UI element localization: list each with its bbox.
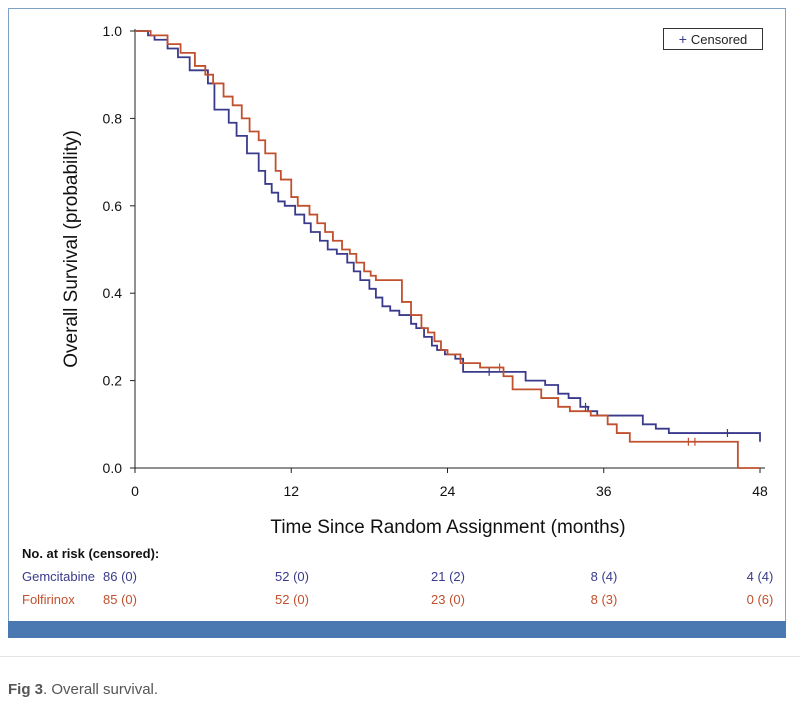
y-axis-label: Overall Survival (probability) [61,130,82,368]
x-tick-label: 0 [131,483,139,499]
risk-row-folfirinox: Folfirinox 85 (0) 52 (0) 23 (0) 8 (3) 0 … [0,592,800,610]
risk-cell: 52 (0) [275,592,309,607]
risk-cell: 8 (4) [590,569,618,584]
risk-cell: 4 (4) [746,569,774,584]
risk-table-title: No. at risk (censored): [22,546,160,561]
km-chart: 0 12 24 36 48 0.0 0.2 0.4 0.6 0.8 1.0 Overall Surv… [61,23,768,538]
caption-separator [0,656,800,657]
figure-label: Fig 3 [8,681,44,698]
risk-cell: 86 (0) [103,569,137,584]
chart-censor-marks [485,363,732,446]
y-tick-label: 0.6 [103,198,123,214]
risk-cell: 52 (0) [275,569,309,584]
risk-cell: 23 (0) [431,592,465,607]
risk-cell: 8 (3) [590,592,618,607]
figure-caption-text: . Overall survival. [43,681,159,698]
y-tick-label: 0.4 [103,285,123,301]
y-tick-label: 0.0 [103,460,123,476]
censor-plus-icon: + [678,31,687,47]
y-tick-label: 1.0 [103,23,123,39]
legend-label: Censored [690,31,748,47]
chart-curves [135,30,761,469]
risk-row-gemcitabine: Gemcitabine 86 (0) 52 (0) 21 (2) 8 (4) 4… [0,569,800,587]
legend-censored: + Censored [663,28,763,50]
figure-frame [8,8,786,638]
y-tick-label: 0.2 [103,373,123,389]
figure-caption: Fig 3. Overall survival. [8,681,158,698]
risk-cell: 85 (0) [103,592,137,607]
risk-cell: 0 (6) [746,592,774,607]
risk-arm-label: Folfirinox [22,592,75,607]
x-tick-label: 12 [283,483,299,499]
km-curve-folfirinox [135,30,760,469]
x-axis-label: Time Since Random Assignment (months) [270,517,625,538]
x-tick-label: 24 [440,483,456,499]
figure-bottom-band [8,621,786,638]
chart-axes [134,29,765,469]
risk-arm-label: Gemcitabine [22,569,95,584]
x-tick-label: 48 [752,483,768,499]
km-curve-gemcitabine [135,30,761,442]
chart-ticks: 0 12 24 36 48 0.0 0.2 0.4 0.6 0.8 1.0 [103,23,768,499]
y-tick-label: 0.8 [103,110,123,126]
x-tick-label: 36 [596,483,612,499]
risk-cell: 21 (2) [431,569,465,584]
